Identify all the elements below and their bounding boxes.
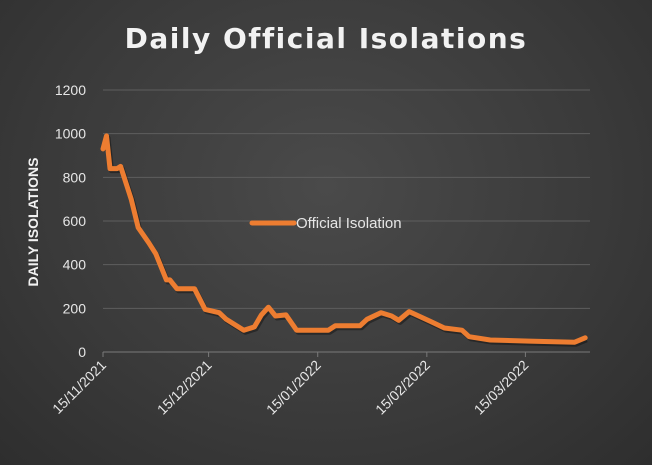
- chart-title: Daily Official Isolations: [124, 22, 528, 55]
- x-tick-label: 15/01/2022: [263, 357, 324, 418]
- x-tick-label: 15/02/2022: [372, 357, 433, 418]
- x-tick-label: 15/03/2022: [471, 357, 532, 418]
- x-tick-label: 15/12/2021: [154, 357, 215, 418]
- y-tick-label: 1000: [55, 126, 86, 142]
- x-tick-label: 15/11/2021: [49, 357, 109, 417]
- y-tick-label: 800: [63, 169, 87, 185]
- y-tick-label: 1200: [55, 82, 86, 98]
- series-line-shadow: [102, 135, 588, 347]
- y-tick-label: 200: [63, 300, 87, 316]
- y-tick-label: 400: [63, 257, 87, 273]
- y-tick-label: 600: [63, 213, 87, 229]
- y-tick-label: 0: [78, 344, 86, 360]
- legend-label: Official Isolation: [296, 215, 402, 232]
- series-line-official-isolation: [100, 133, 588, 345]
